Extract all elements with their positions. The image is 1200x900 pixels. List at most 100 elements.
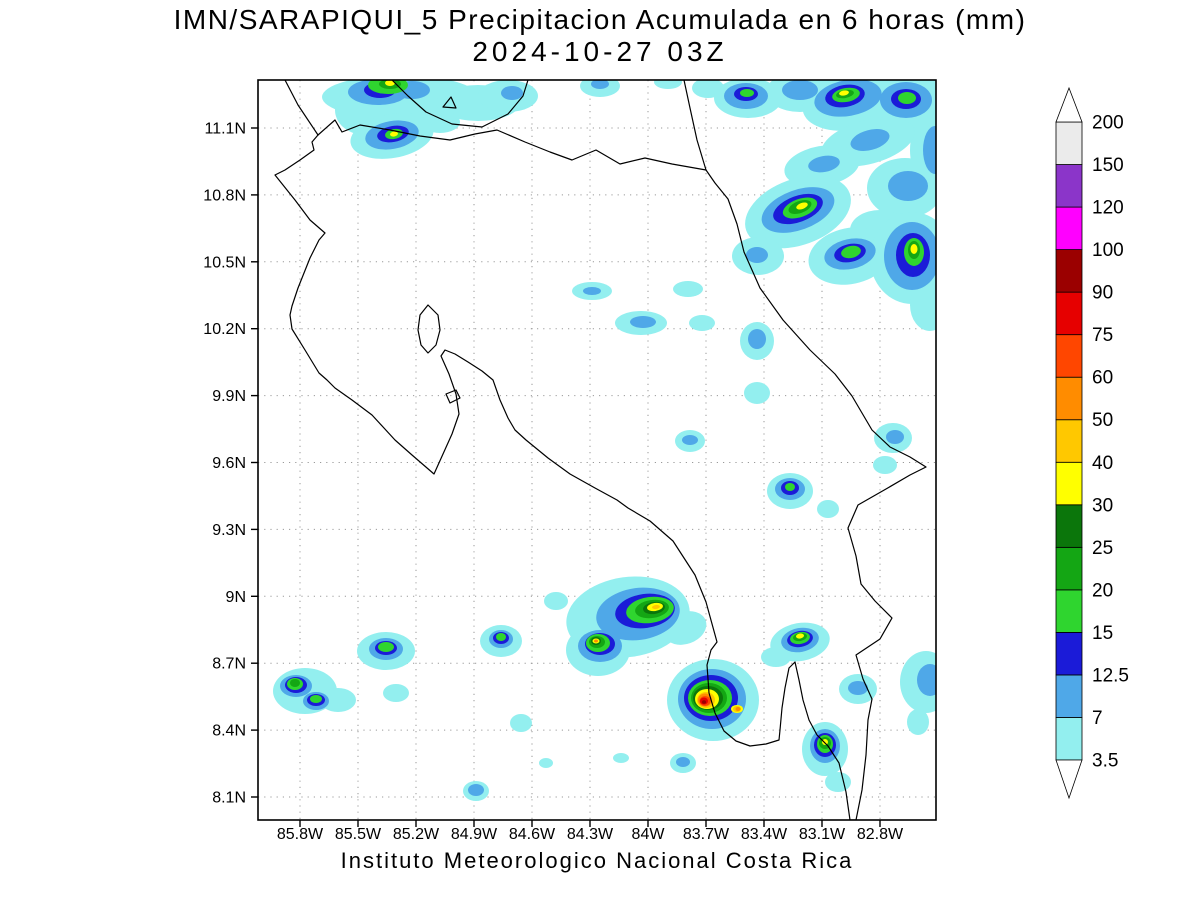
plot-frame — [251, 79, 937, 827]
lake-arenal — [417, 304, 441, 354]
chart-footer: Instituto Meteorologico Nacional Costa R… — [340, 848, 854, 873]
colorbar-label: 25 — [1092, 538, 1113, 559]
x-tick-label: 84.3W — [567, 826, 614, 843]
colorbar-segment — [1055, 674, 1083, 718]
precip-cell — [850, 129, 890, 151]
colorbar-label: 50 — [1092, 410, 1113, 431]
chart-title: IMN/SARAPIQUI_5 Precipitacion Acumulada … — [173, 4, 1027, 35]
precip-cell — [689, 315, 715, 331]
colorbar-label: 3.5 — [1092, 751, 1118, 772]
colorbar-segment — [1055, 291, 1083, 336]
y-tick-label: 8.7N — [212, 656, 246, 673]
precip-cell — [383, 684, 409, 702]
costa-rica-coast — [274, 134, 927, 820]
x-tick-label: 85.2W — [393, 826, 440, 843]
precip-cell — [917, 664, 936, 696]
colorbar-label: 90 — [1092, 283, 1113, 304]
precip-cell — [496, 633, 506, 641]
precip-cell — [682, 435, 698, 445]
precip-cell — [676, 757, 690, 767]
precip-cell — [825, 772, 851, 792]
precip-cell — [746, 247, 768, 263]
precip-cell — [907, 709, 929, 735]
colorbar-segment — [1055, 164, 1083, 208]
precip-cell — [583, 287, 601, 295]
colorbar-segment — [1055, 249, 1083, 293]
colorbar-arrow-bottom — [1055, 759, 1083, 800]
colorbar-label: 60 — [1092, 368, 1113, 389]
precip-cell — [898, 92, 916, 104]
colorbar-segment — [1055, 334, 1083, 378]
colorbar-segment — [1055, 461, 1083, 506]
y-tick-label: 8.1N — [212, 790, 246, 807]
lake-island — [442, 96, 457, 109]
precip-cell — [702, 700, 706, 704]
precip-cell — [761, 647, 791, 667]
y-tick-label: 9.3N — [212, 522, 246, 539]
plot-border — [257, 79, 937, 821]
axis-tick-labels: 85.8W 85.5W 85.2W 84.9W 84.6W 84.3W 84W 83.7W 83… — [203, 121, 904, 844]
colorbar-segment — [1055, 206, 1083, 250]
precip-cell — [613, 753, 629, 763]
colorbar-arrow-top — [1055, 86, 1083, 123]
x-tick-label: 85.8W — [277, 826, 324, 843]
precip-cell — [290, 679, 300, 687]
precip-cell — [544, 592, 568, 610]
colorbar-label: 200 — [1092, 113, 1124, 134]
colorbar-label: 7 — [1092, 708, 1103, 729]
x-tick-label: 83.4W — [741, 826, 788, 843]
nicaragua-caribbean-coast — [683, 80, 707, 171]
y-tick-label: 11.1N — [204, 121, 246, 138]
colorbar-segment — [1055, 632, 1083, 676]
precip-cell — [923, 126, 936, 174]
precip-cell — [320, 688, 356, 712]
precip-cell — [673, 281, 703, 297]
precip-cell — [785, 483, 795, 491]
x-tick-label: 82.8W — [857, 826, 904, 843]
precip-cell — [310, 695, 322, 703]
precip-cell — [744, 382, 770, 404]
coastline — [274, 80, 927, 820]
y-tick-label: 8.4N — [212, 723, 246, 740]
x-tick-label: 85.5W — [335, 826, 382, 843]
precip-cell — [630, 316, 656, 328]
colorbar-segment — [1055, 419, 1083, 463]
colorbar-label: 150 — [1092, 155, 1124, 176]
precip-cell — [782, 80, 818, 100]
colorbar-label: 15 — [1092, 623, 1113, 644]
precip-cell — [796, 202, 808, 210]
gulf-island — [445, 389, 461, 404]
precip-cell — [910, 244, 918, 254]
precip-cell — [817, 500, 839, 518]
precip-cell — [839, 90, 849, 96]
colorbar-label: 30 — [1092, 495, 1113, 516]
colorbar-segment — [1055, 546, 1083, 591]
precip-cell — [910, 279, 936, 331]
y-tick-label: 10.5N — [203, 254, 246, 271]
x-tick-label: 84W — [632, 826, 666, 843]
precip-cell — [888, 171, 928, 201]
precip-cell — [886, 430, 904, 444]
precip-cell — [510, 714, 532, 732]
colorbar-label: 12.5 — [1092, 665, 1129, 686]
colorbar-label: 120 — [1092, 198, 1124, 219]
precip-cell — [594, 639, 598, 643]
colorbar: 200 150 120 100 90 75 60 50 40 30 25 20 15 12.5 7 3.5 — [1055, 86, 1129, 800]
border-san-juan — [317, 119, 707, 171]
precip-cell — [796, 633, 804, 639]
y-tick-label: 10.2N — [203, 321, 246, 338]
y-tick-label: 9N — [226, 589, 246, 606]
precip-cell — [748, 329, 766, 349]
y-tick-label: 9.6N — [212, 455, 246, 472]
colorbar-segment — [1055, 589, 1083, 633]
precip-cell — [848, 681, 868, 695]
precip-cell — [385, 80, 395, 86]
precip-cell — [652, 604, 660, 610]
y-tick-label: 10.8N — [203, 187, 246, 204]
precip-cell — [378, 642, 394, 652]
precip-cell — [390, 131, 398, 137]
x-tick-label: 84.6W — [509, 826, 556, 843]
nicaragua-pacific-coast — [284, 80, 319, 136]
